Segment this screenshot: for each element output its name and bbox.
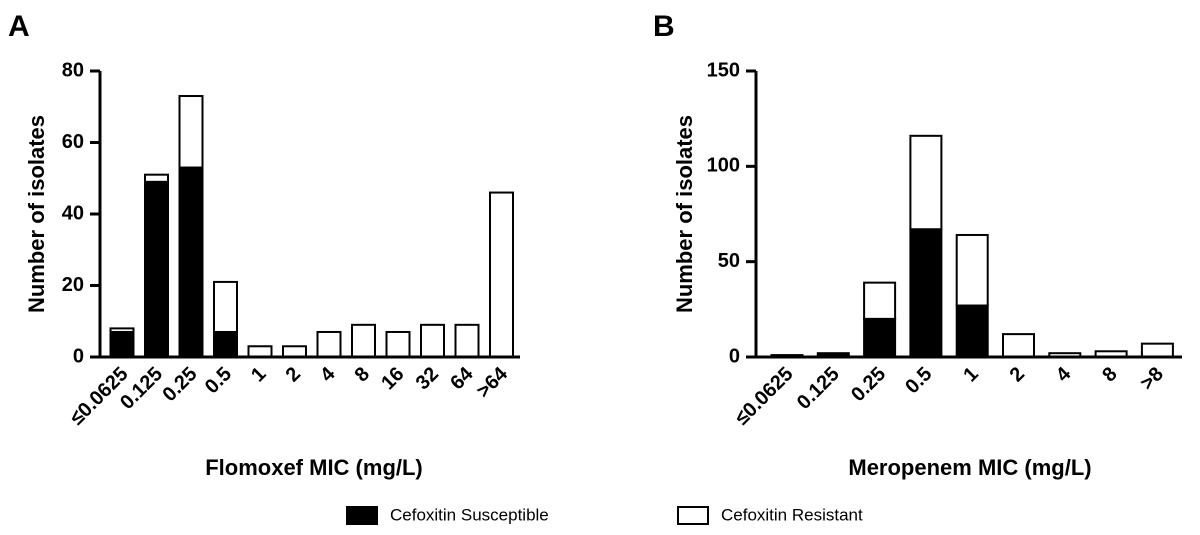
bar-resistant-9 [1140,342,1174,358]
bar-resistant-6 [282,345,307,358]
bar-susceptible-4 [213,330,238,359]
panel-b-y-axis-title: Number of isolates [672,115,697,313]
x-tick-label: >8 [1136,363,1168,395]
legend-label-susceptible: Cefoxitin Susceptible [390,505,549,524]
bar-susceptible-4 [909,228,943,358]
panel-a-letter: A [8,10,30,43]
y-tick-label: 0 [73,345,84,367]
x-tick-label: 32 [412,363,443,394]
x-tick-label: 8 [351,363,374,386]
legend-swatch-susceptible [346,506,378,525]
x-tick-label: 0.25 [847,363,890,406]
bar-resistant-11 [454,323,480,359]
panel-b-letter: B [653,10,675,43]
bar-susceptible-3 [863,317,897,359]
bar-susceptible-2 [144,180,169,358]
panel-a-y-axis-title: Number of isolates [24,115,49,313]
x-tick-label: 0.25 [158,363,201,406]
y-tick-label: 60 [62,131,84,153]
bar-resistant-3 [863,281,897,320]
bar-resistant-4 [909,134,943,231]
legend-swatch-resistant [677,506,709,525]
bar-resistant-10 [420,323,445,359]
bar-resistant-9 [385,330,411,359]
bar-resistant-3 [178,95,204,169]
x-tick-label: 1 [959,363,982,386]
legend-label-resistant: Cefoxitin Resistant [721,505,863,524]
panel-b-axes [754,71,1182,359]
x-tick-label: 2 [282,363,305,386]
x-tick-label: 0.5 [201,363,236,398]
y-tick-label: 20 [62,274,84,296]
x-tick-label: 8 [1098,363,1121,386]
panel-a-axes [98,71,520,359]
bar-resistant-4 [213,280,238,333]
panel-b: B Number of isolates Meropenem MIC (mg/L… [653,10,1182,480]
bar-susceptible-3 [178,166,204,358]
y-tick-label: 50 [718,250,740,272]
y-tick-label: 150 [707,59,740,81]
y-tick-label: 100 [707,155,740,177]
panel-b-x-axis-title: Meropenem MIC (mg/L) [848,455,1091,480]
bar-resistant-7 [316,330,342,359]
bar-resistant-6 [1002,333,1035,358]
bar-susceptible-5 [955,304,989,358]
x-tick-label: 0.125 [793,363,844,414]
bar-resistant-1 [109,327,135,333]
bar-resistant-12 [489,191,514,358]
y-tick-label: 80 [62,59,84,81]
bar-resistant-5 [247,345,273,358]
x-tick-label: 1 [247,363,270,386]
bar-resistant-2 [144,173,169,183]
panel-a-x-axis-title: Flomoxef MIC (mg/L) [205,455,423,480]
y-tick-label: 0 [729,345,740,367]
panel-a: A Number of isolates Flomoxef MIC (mg/L)… [8,10,520,480]
bar-resistant-5 [955,233,989,307]
x-tick-label: 2 [1006,363,1029,386]
legend: Cefoxitin Susceptible Cefoxitin Resistan… [346,505,863,525]
bar-resistant-8 [351,323,376,359]
bar-susceptible-1 [109,330,135,359]
x-tick-label: 64 [446,362,478,394]
x-tick-label: 4 [1052,362,1076,386]
x-tick-label: 4 [316,362,340,386]
x-tick-label: ≤0.0625 [731,363,798,430]
x-tick-label: 16 [377,363,408,394]
x-tick-label: 0.5 [901,363,936,398]
y-tick-label: 40 [62,202,84,224]
x-tick-label: >64 [472,362,512,402]
